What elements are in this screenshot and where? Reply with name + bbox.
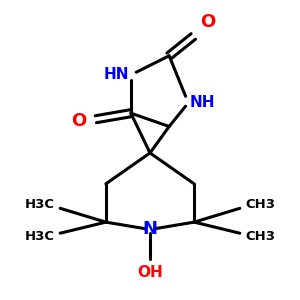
Text: CH3: CH3 — [246, 198, 276, 211]
Text: H3C: H3C — [24, 198, 54, 211]
Text: HN: HN — [104, 68, 129, 82]
Text: OH: OH — [137, 265, 163, 280]
Text: H3C: H3C — [24, 230, 54, 243]
Text: N: N — [142, 220, 158, 238]
Text: NH: NH — [190, 95, 215, 110]
Text: O: O — [71, 112, 87, 130]
Text: O: O — [200, 13, 215, 31]
Text: CH3: CH3 — [246, 230, 276, 243]
